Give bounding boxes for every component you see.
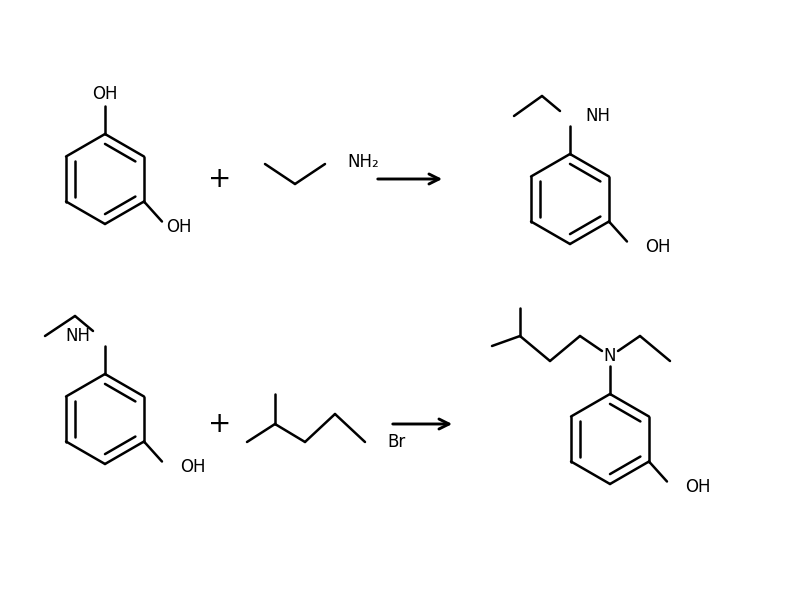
Text: OH: OH — [166, 219, 192, 237]
Text: OH: OH — [645, 238, 670, 256]
Text: NH: NH — [65, 327, 90, 345]
Text: NH: NH — [585, 107, 610, 125]
Text: Br: Br — [387, 433, 406, 451]
Text: OH: OH — [92, 85, 118, 103]
Text: OH: OH — [180, 458, 206, 476]
Text: +: + — [208, 410, 232, 438]
Text: +: + — [208, 165, 232, 193]
Text: OH: OH — [685, 479, 710, 497]
Text: N: N — [604, 347, 616, 365]
Text: NH₂: NH₂ — [347, 153, 378, 171]
